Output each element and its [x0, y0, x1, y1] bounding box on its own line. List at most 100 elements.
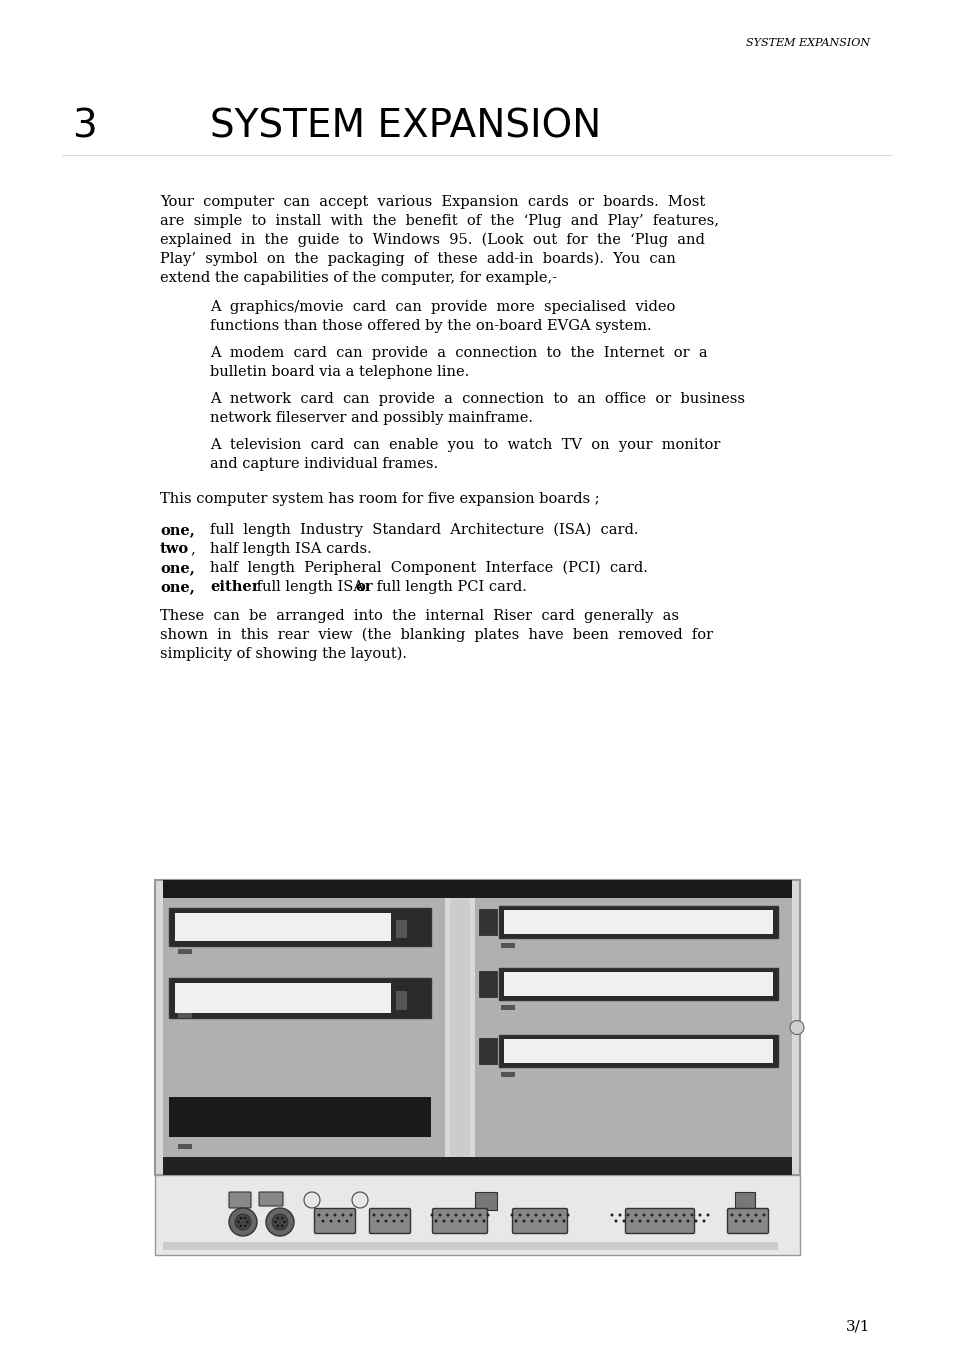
Bar [503, 1038, 772, 1063]
Text: These  can  be  arranged  into  the  internal  Riser  card  generally  as: These can be arranged into the internal … [160, 608, 679, 623]
Text: either: either [210, 580, 259, 594]
Circle shape [478, 1214, 481, 1217]
Circle shape [690, 1214, 693, 1217]
Circle shape [514, 1220, 517, 1222]
Circle shape [244, 1217, 246, 1220]
Circle shape [558, 1214, 561, 1217]
Circle shape [554, 1220, 557, 1222]
Bar [163, 1242, 778, 1251]
Circle shape [372, 1214, 375, 1217]
Circle shape [446, 1214, 449, 1217]
Text: are  simple  to  install  with  the  benefit  of  the  ‘Plug  and  Play’  featur: are simple to install with the benefit o… [160, 214, 719, 228]
Bar [503, 910, 772, 934]
Circle shape [325, 1214, 328, 1217]
Circle shape [450, 1220, 453, 1222]
Circle shape [562, 1220, 565, 1222]
Circle shape [761, 1214, 764, 1217]
Circle shape [283, 1221, 285, 1224]
Circle shape [610, 1214, 613, 1217]
Circle shape [658, 1214, 660, 1217]
Bar [498, 906, 778, 938]
Circle shape [518, 1214, 521, 1217]
Circle shape [466, 1220, 469, 1222]
Bar [478, 971, 497, 996]
Text: SYSTEM EXPANSION: SYSTEM EXPANSION [745, 38, 869, 49]
Circle shape [534, 1214, 537, 1217]
Bar [174, 983, 391, 1013]
Circle shape [229, 1207, 256, 1236]
Circle shape [566, 1214, 569, 1217]
Circle shape [745, 1214, 749, 1217]
Text: This computer system has room for five expansion boards ;: This computer system has room for five e… [160, 492, 599, 506]
Bar [395, 919, 407, 938]
Bar [178, 1144, 192, 1149]
Circle shape [376, 1220, 379, 1222]
Bar [500, 1072, 515, 1078]
Circle shape [482, 1220, 485, 1222]
Bar [395, 990, 407, 1010]
Circle shape [678, 1220, 680, 1222]
Circle shape [349, 1214, 352, 1217]
Circle shape [526, 1214, 529, 1217]
Bar [500, 1005, 515, 1010]
Bar [478, 909, 497, 934]
Text: one,: one, [160, 523, 194, 537]
Circle shape [474, 1220, 477, 1222]
FancyBboxPatch shape [314, 1209, 355, 1233]
Circle shape [430, 1214, 433, 1217]
Bar [503, 972, 772, 996]
Text: shown  in  this  rear  view  (the  blanking  plates  have  been  removed  for: shown in this rear view (the blanking pl… [160, 627, 713, 642]
Circle shape [237, 1221, 239, 1224]
Bar [475, 898, 791, 1157]
FancyBboxPatch shape [432, 1209, 487, 1233]
Text: one,: one, [160, 580, 194, 594]
Bar [169, 977, 431, 1018]
Circle shape [244, 1225, 246, 1228]
Circle shape [442, 1220, 445, 1222]
Bar [169, 909, 431, 946]
Circle shape [380, 1214, 383, 1217]
FancyBboxPatch shape [369, 1209, 410, 1233]
Circle shape [537, 1220, 541, 1222]
Circle shape [641, 1214, 645, 1217]
Circle shape [510, 1214, 513, 1217]
Text: A  network  card  can  provide  a  connection  to  an  office  or  business: A network card can provide a connection … [210, 392, 744, 406]
Circle shape [404, 1214, 407, 1217]
Circle shape [546, 1220, 549, 1222]
Text: Play’  symbol  on  the  packaging  of  these  add-in  boards).  You  can: Play’ symbol on the packaging of these a… [160, 251, 675, 266]
Circle shape [634, 1214, 637, 1217]
Text: extend the capabilities of the computer, for example,-: extend the capabilities of the computer,… [160, 270, 557, 285]
Circle shape [317, 1214, 320, 1217]
Circle shape [337, 1220, 340, 1222]
Circle shape [434, 1220, 437, 1222]
Circle shape [706, 1214, 709, 1217]
Circle shape [681, 1214, 685, 1217]
Bar [154, 880, 800, 1175]
Circle shape [674, 1214, 677, 1217]
Circle shape [470, 1214, 473, 1217]
Bar [500, 942, 515, 948]
FancyBboxPatch shape [229, 1192, 251, 1207]
Bar [163, 1157, 791, 1175]
Bar [498, 968, 778, 1000]
Circle shape [329, 1220, 333, 1222]
Bar [478, 1038, 497, 1064]
Circle shape [400, 1220, 403, 1222]
Bar [178, 1013, 192, 1018]
Circle shape [266, 1207, 294, 1236]
Circle shape [750, 1220, 753, 1222]
Text: full  length  Industry  Standard  Architecture  (ISA)  card.: full length Industry Standard Architectu… [210, 523, 638, 537]
Text: two: two [160, 542, 189, 556]
Circle shape [730, 1214, 733, 1217]
Circle shape [686, 1220, 689, 1222]
Circle shape [698, 1214, 700, 1217]
Bar [450, 898, 470, 1157]
Circle shape [630, 1220, 633, 1222]
Circle shape [281, 1225, 283, 1228]
Circle shape [388, 1214, 391, 1217]
Text: half  length  Peripheral  Component  Interface  (PCI)  card.: half length Peripheral Component Interfa… [210, 561, 647, 576]
Text: one,: one, [160, 561, 194, 575]
Circle shape [462, 1214, 465, 1217]
Circle shape [670, 1220, 673, 1222]
Text: Your  computer  can  accept  various  Expansion  cards  or  boards.  Most: Your computer can accept various Expansi… [160, 195, 704, 210]
